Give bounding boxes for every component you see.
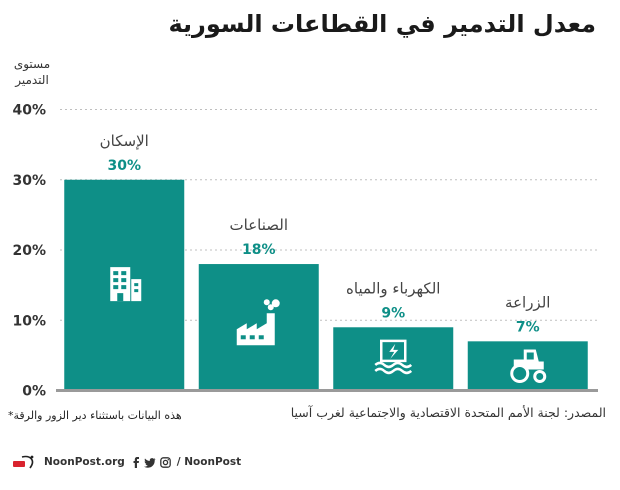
- brand-footer: NoonPost.org / NoonPost: [12, 452, 241, 472]
- footnote: هذه البيانات باستثناء دير الزور والرقة*: [8, 409, 182, 422]
- y-tick-label: 0%: [22, 384, 46, 400]
- tractor-icon: [510, 349, 547, 383]
- bar[interactable]: [333, 327, 454, 391]
- social-icons: [131, 456, 171, 468]
- y-axis-label: مستوى التدمير: [13, 57, 51, 87]
- category-label: الصناعات: [230, 216, 288, 234]
- facebook-icon[interactable]: [131, 456, 140, 468]
- noonpost-logo: [12, 454, 38, 470]
- y-tick-label: 20%: [12, 243, 46, 259]
- y-tick-label: 10%: [12, 313, 46, 329]
- value-label: 7%: [516, 319, 540, 335]
- y-tick-label: 40%: [12, 103, 46, 119]
- y-tick-label: 30%: [12, 173, 46, 189]
- value-label: 30%: [107, 158, 141, 174]
- factory-icon: [236, 299, 280, 346]
- category-label: الكهرباء والمياه: [346, 279, 440, 297]
- brand-handle[interactable]: / NoonPost: [176, 456, 242, 468]
- chart-title: معدل التدمير في القطاعات السورية: [168, 10, 596, 38]
- dam-icon: [374, 339, 413, 375]
- bar[interactable]: [198, 264, 319, 391]
- category-label: الزراعة: [505, 293, 550, 311]
- value-label: 9%: [381, 305, 405, 321]
- brand-site[interactable]: NoonPost.org: [44, 456, 125, 468]
- source-note: المصدر: لجنة الأمم المتحدة الاقتصادية وا…: [290, 405, 606, 420]
- twitter-icon[interactable]: [143, 457, 156, 468]
- building-icon: [110, 267, 142, 302]
- category-label: الإسكان: [100, 132, 149, 150]
- bar-chart: 0% 10% 20% 30% 40% الإسكان 30% الصناعات 18% الكهر…: [12, 103, 598, 400]
- instagram-icon[interactable]: [159, 456, 171, 468]
- value-label: 18%: [242, 242, 276, 258]
